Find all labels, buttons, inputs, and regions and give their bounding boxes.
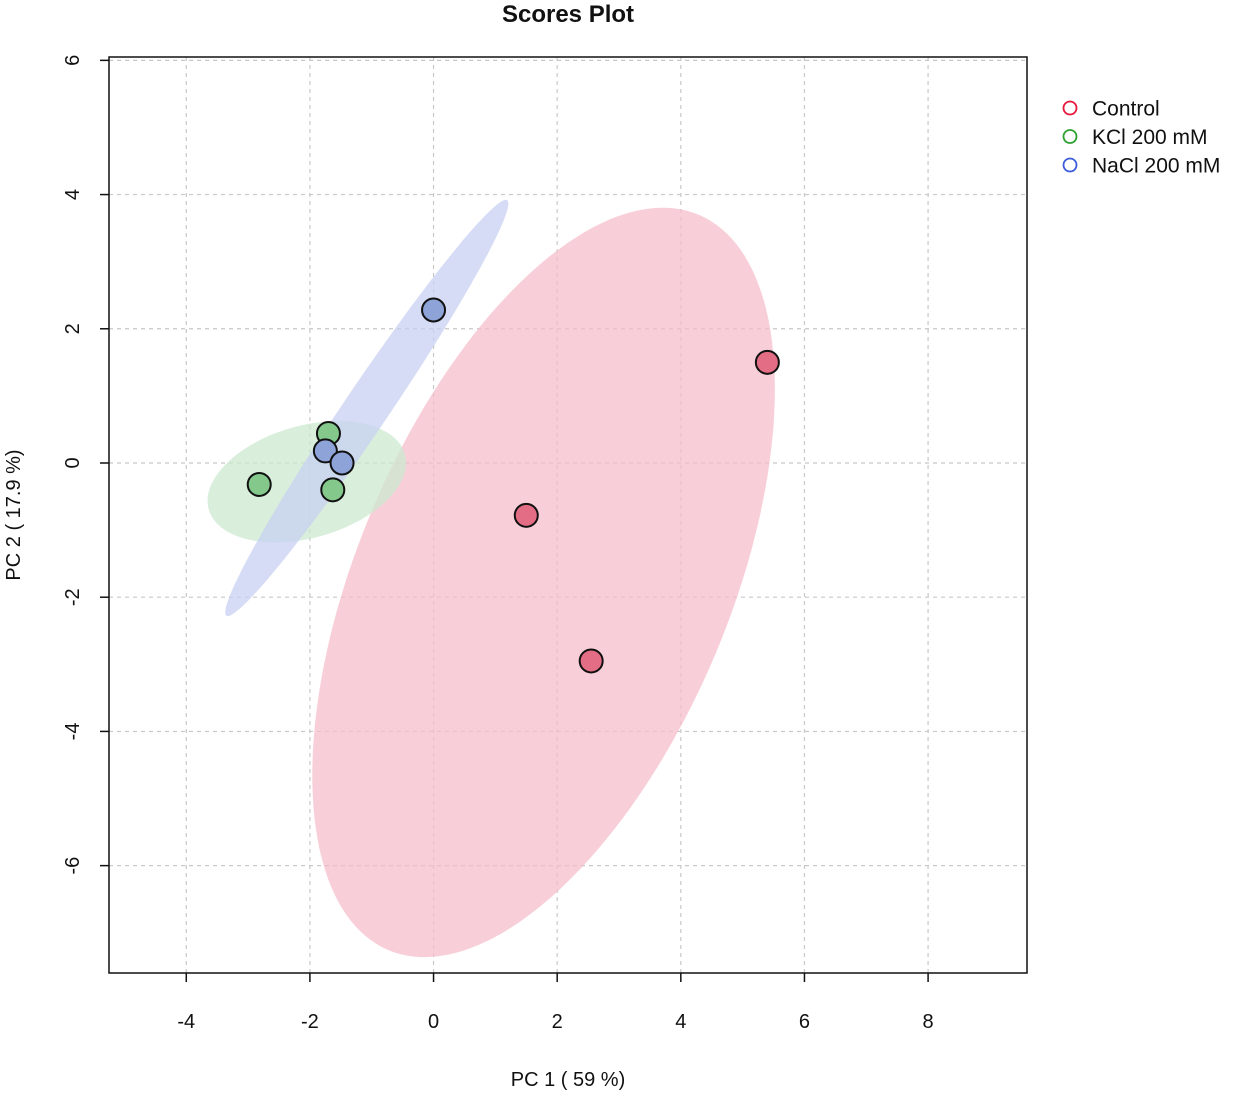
x-tick-label: -4 <box>177 1011 195 1033</box>
legend-label: NaCl 200 mM <box>1092 155 1220 178</box>
legend-label: Control <box>1092 98 1160 121</box>
x-tick-label: -2 <box>301 1011 319 1033</box>
x-tick-label: 2 <box>552 1011 563 1033</box>
x-tick-label: 4 <box>675 1011 686 1033</box>
point-control <box>754 349 780 375</box>
y-tick-label: 4 <box>62 189 84 200</box>
ellipse-control <box>312 207 775 958</box>
chart-title: Scores Plot <box>502 1 634 28</box>
y-axis-label: PC 2 ( 17.9 %) <box>3 449 25 580</box>
point-control <box>513 502 539 528</box>
y-tick-label: 0 <box>62 457 84 468</box>
y-tick-label: -6 <box>62 857 84 875</box>
legend: Control KCl 200 mM NaCl 200 mM <box>1062 98 1220 178</box>
point-nacl-200-mm <box>421 297 447 323</box>
score-points <box>246 297 780 674</box>
point-kcl-200-mm <box>246 471 272 497</box>
confidence-ellipses <box>207 199 775 958</box>
point-nacl-200-mm <box>329 450 355 476</box>
point-control <box>578 648 604 674</box>
point-kcl-200-mm <box>320 477 346 503</box>
y-axis: -6 -4 -2 0 2 4 6 <box>62 55 109 875</box>
plot-frame <box>108 56 1028 974</box>
point-nacl-200-mm <box>312 438 338 464</box>
x-tick-label: 0 <box>428 1011 439 1033</box>
legend-marker <box>1062 100 1078 116</box>
y-tick-label: -2 <box>62 588 84 606</box>
x-tick-label: 8 <box>923 1011 934 1033</box>
y-tick-label: 6 <box>62 55 84 66</box>
x-tick-label: 6 <box>799 1011 810 1033</box>
x-axis: -4 -2 0 2 4 6 8 <box>177 973 934 1033</box>
y-tick-label: -4 <box>62 723 84 741</box>
legend-marker <box>1062 129 1078 144</box>
legend-marker <box>1062 157 1078 173</box>
legend-label: KCl 200 mM <box>1092 126 1208 149</box>
x-axis-label: PC 1 ( 59 %) <box>511 1069 625 1091</box>
y-tick-label: 2 <box>62 323 84 334</box>
